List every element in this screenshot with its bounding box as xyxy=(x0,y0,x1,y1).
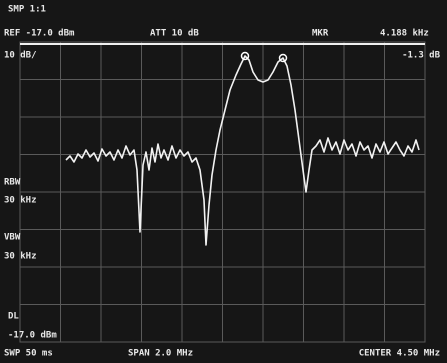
page: SMP 1:1 REF -17.0 dBm ATT 10 dB MKR 4.18… xyxy=(0,0,447,363)
ref-level: REF -17.0 dBm xyxy=(4,29,75,39)
vbw-label: VBW xyxy=(4,233,21,243)
dl-label: DL xyxy=(8,312,19,322)
analyzer-screen: SMP 1:1 REF -17.0 dBm ATT 10 dB MKR 4.18… xyxy=(0,0,447,363)
sweep-time: SWP 50 ms xyxy=(4,349,53,359)
dl-value: -17.0 dBm xyxy=(8,331,57,341)
center-frequency: CENTER 4.50 MHz xyxy=(359,349,440,359)
screen-background xyxy=(0,0,447,363)
marker-label: MKR xyxy=(312,29,329,39)
rbw-label: RBW xyxy=(4,178,21,188)
attenuation: ATT 10 dB xyxy=(150,29,199,39)
marker-frequency: 4.188 kHz xyxy=(380,29,429,39)
marker-level: -1.3 dB xyxy=(402,51,441,61)
sweep-mode: SMP 1:1 xyxy=(8,5,46,15)
rbw-value: 30 kHz xyxy=(4,196,37,206)
span: SPAN 2.0 MHz xyxy=(128,349,193,359)
scale: 10 dB/ xyxy=(4,51,37,61)
vbw-value: 30 kHz xyxy=(4,252,37,262)
